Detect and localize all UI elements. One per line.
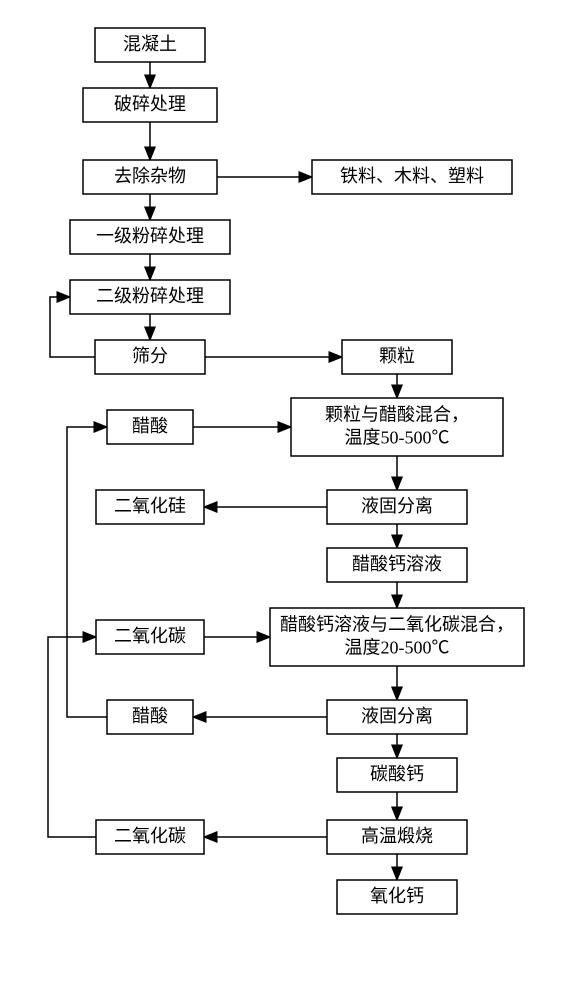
- edge-recycle: [67, 427, 107, 717]
- node-label: 氧化钙: [370, 886, 424, 906]
- node-label: 混凝土: [123, 34, 177, 54]
- node-label: 高温煅烧: [361, 826, 433, 846]
- flowchart-canvas: 混凝土破碎处理去除杂物 铁料、木料、塑料一级粉碎处理二级粉碎处理筛分 颗粒醋酸 颗粒与…: [0, 0, 573, 1000]
- node-n1: 混凝土: [95, 28, 205, 62]
- node-label: 醋酸: [132, 416, 168, 436]
- node-n18: 碳酸钙: [337, 758, 457, 792]
- node-n17: 液固分离: [327, 700, 467, 734]
- node-n20: 高温煅烧: [327, 820, 467, 854]
- node-n8: 颗粒: [342, 340, 452, 374]
- node-label: 碳酸钙: [370, 764, 424, 784]
- node-label: 去除杂物: [114, 166, 186, 186]
- node-n16: 醋酸: [107, 700, 193, 734]
- node-label: 颗粒: [379, 346, 415, 366]
- node-label: 液固分离: [361, 706, 433, 726]
- node-label: 二氧化硅: [114, 496, 186, 516]
- node-n2: 破碎处理: [83, 88, 217, 122]
- node-label: 醋酸: [132, 706, 168, 726]
- node-label: 二氧化碳: [114, 826, 186, 846]
- nodes-layer: 混凝土破碎处理去除杂物 铁料、木料、塑料一级粉碎处理二级粉碎处理筛分 颗粒醋酸 颗粒与…: [70, 28, 524, 914]
- node-n19: 二氧化碳: [96, 820, 204, 854]
- node-n10: 颗粒与醋酸混合，温度50-500℃: [291, 398, 503, 456]
- node-n7: 筛分: [95, 340, 205, 374]
- node-label: 二级粉碎处理: [96, 286, 204, 306]
- node-n6: 二级粉碎处理: [70, 280, 230, 314]
- node-n21: 氧化钙: [337, 880, 457, 914]
- node-label: 铁料、木料、塑料: [340, 166, 484, 186]
- node-n13: 醋酸钙溶液: [327, 548, 467, 582]
- node-n11: 二氧化硅: [96, 490, 204, 524]
- node-label: 筛分: [132, 346, 168, 366]
- node-label: 一级粉碎处理: [96, 226, 204, 246]
- node-label: 醋酸钙溶液: [352, 554, 442, 574]
- edge-recycle: [48, 637, 96, 837]
- node-n9: 醋酸: [107, 410, 193, 444]
- node-n3: 去除杂物: [83, 160, 217, 194]
- node-n5: 一级粉碎处理: [70, 220, 230, 254]
- node-n15: 醋酸钙溶液与二氧化碳混合，温度20-500℃: [270, 608, 524, 666]
- node-n4: 铁料、木料、塑料: [312, 160, 512, 194]
- node-label: 液固分离: [361, 496, 433, 516]
- node-n12: 液固分离: [327, 490, 467, 524]
- node-label: 破碎处理: [114, 94, 186, 114]
- node-label: 二氧化碳: [114, 626, 186, 646]
- node-n14: 二氧化碳: [96, 620, 204, 654]
